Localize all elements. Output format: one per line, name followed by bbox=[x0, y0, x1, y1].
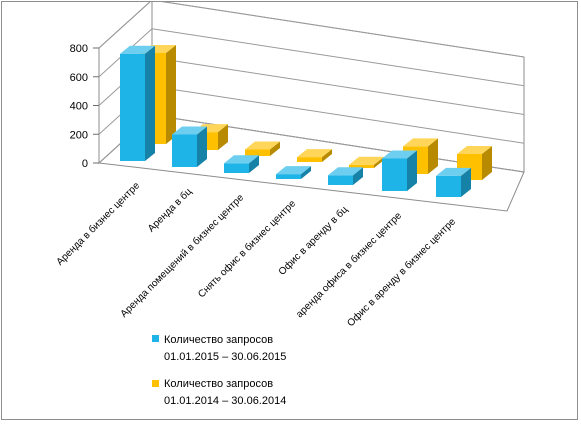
x-axis-labels: Аренда в бизнес центре Аренда в бцАренда … bbox=[54, 179, 459, 329]
y-tick-label: 0 bbox=[82, 158, 88, 170]
legend-swatch-2015 bbox=[152, 335, 159, 342]
y-tick-label: 200 bbox=[70, 129, 88, 141]
bars bbox=[120, 45, 492, 197]
bar-top bbox=[349, 156, 384, 165]
gridline-back bbox=[151, 85, 525, 144]
bar-top bbox=[120, 45, 155, 54]
bar-side bbox=[428, 138, 438, 174]
legend-label-2014-line2: 01.01.2014 – 30.06.2014 bbox=[164, 395, 286, 407]
bar-side bbox=[374, 156, 384, 168]
bar bbox=[276, 174, 301, 179]
bar-side bbox=[166, 45, 176, 144]
gridline-side bbox=[98, 2, 151, 49]
bar bbox=[328, 175, 353, 185]
bar-top bbox=[436, 167, 471, 176]
bar-top bbox=[328, 167, 363, 176]
x-axis-label: Снять офис в бизнес центре bbox=[195, 197, 298, 300]
bar-top bbox=[403, 138, 438, 147]
gridline-back bbox=[151, 57, 525, 115]
bar bbox=[349, 164, 374, 168]
x-axis-label: Аренда помещений в бизнес центре bbox=[118, 191, 247, 320]
y-axis-ticks: 0 200 400 600 800 bbox=[70, 43, 88, 170]
x-axis-label: Аренда в бц bbox=[145, 185, 194, 234]
bar bbox=[120, 53, 145, 161]
bar-side bbox=[218, 124, 228, 150]
x-axis-label: Аренда в бизнес центре bbox=[54, 179, 143, 268]
bar bbox=[382, 158, 407, 191]
legend: Количество запросов 01.01.2015 – 30.06.2… bbox=[152, 334, 286, 407]
bar-side bbox=[322, 149, 332, 162]
bar-top bbox=[382, 150, 417, 159]
bar-side bbox=[197, 126, 207, 167]
bar-top bbox=[276, 166, 311, 175]
chart-frame: 0 200 400 600 800 Аренда в бизнес центре Арен… bbox=[1, 1, 578, 420]
x-axis-label: аренда офиса в бизнес центре bbox=[294, 209, 405, 320]
bar-top bbox=[224, 155, 259, 164]
bar bbox=[436, 175, 461, 197]
bar-side bbox=[482, 146, 492, 180]
bar-side bbox=[270, 141, 280, 156]
bar-side bbox=[249, 155, 259, 173]
bar-side bbox=[353, 167, 363, 185]
bar-top bbox=[457, 146, 492, 154]
gridline-back bbox=[161, 2, 525, 58]
bar-top bbox=[245, 141, 280, 150]
y-tick-label: 800 bbox=[70, 43, 88, 55]
bar bbox=[245, 149, 270, 156]
bar-side bbox=[301, 166, 311, 179]
legend-label-2015-line2: 01.01.2015 – 30.06.2015 bbox=[164, 351, 286, 363]
bar-top bbox=[172, 126, 207, 135]
bar bbox=[297, 157, 322, 162]
legend-label-2015-line1: Количество запросов bbox=[164, 334, 273, 346]
y-tick-label: 400 bbox=[70, 101, 88, 113]
y-tick-label: 600 bbox=[70, 72, 88, 84]
bar-side bbox=[145, 45, 155, 161]
bar bbox=[172, 134, 197, 167]
x-axis-label: Офис в аренду в бизнес центре bbox=[345, 215, 459, 329]
bar bbox=[224, 163, 249, 173]
gridline-back bbox=[151, 28, 525, 87]
legend-label-2014-line1: Количество запросов bbox=[164, 378, 273, 390]
bar-side bbox=[461, 167, 471, 197]
legend-swatch-2014 bbox=[152, 380, 159, 387]
bar-side bbox=[407, 150, 417, 191]
bar-top bbox=[297, 149, 332, 158]
